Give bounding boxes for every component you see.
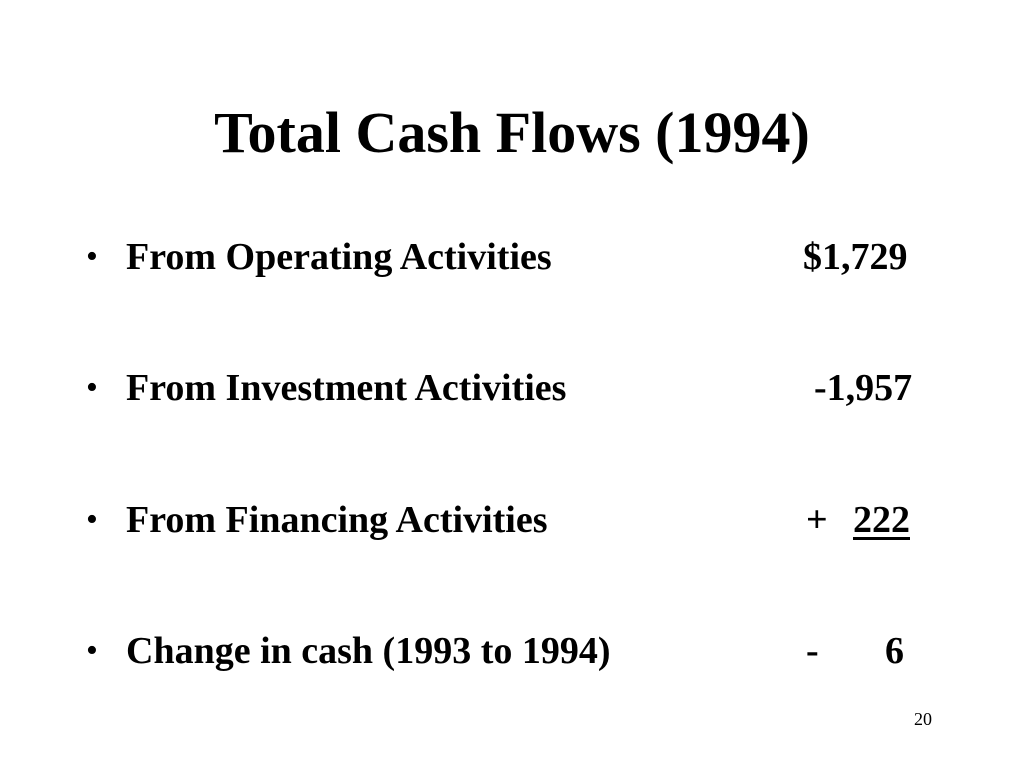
- item-value: $1,729: [803, 236, 908, 278]
- list-item-investment: • From Investment Activities -1,957: [0, 363, 1024, 413]
- bullet-icon: •: [86, 501, 98, 538]
- item-label: From Investment Activities: [126, 367, 567, 409]
- list-item-change-in-cash: • Change in cash (1993 to 1994) - 6: [0, 626, 1024, 676]
- bullet-icon: •: [86, 369, 98, 406]
- item-label: From Financing Activities: [126, 499, 548, 541]
- item-label: From Operating Activities: [126, 236, 552, 278]
- slide-title: Total Cash Flows (1994): [214, 100, 810, 165]
- list-item-operating: • From Operating Activities $1,729: [0, 232, 1024, 282]
- item-sign: -: [806, 630, 819, 672]
- list-item-financing: • From Financing Activities + 222: [0, 495, 1024, 545]
- bullet-icon: •: [86, 238, 98, 275]
- bullet-icon: •: [86, 632, 98, 669]
- item-label: Change in cash (1993 to 1994): [126, 630, 611, 672]
- page-number: 20: [914, 709, 932, 729]
- item-value: 6: [885, 630, 904, 672]
- item-value: 222: [853, 499, 910, 541]
- item-sign: +: [806, 499, 828, 541]
- item-value: -1,957: [814, 367, 913, 409]
